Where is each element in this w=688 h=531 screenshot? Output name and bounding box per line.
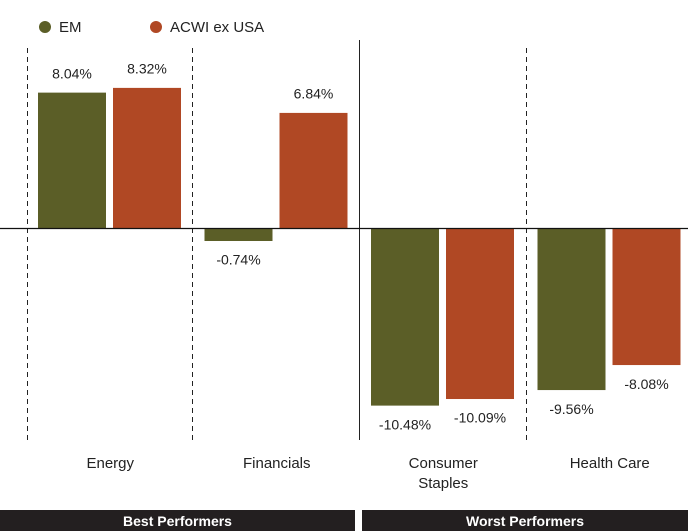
bar	[612, 228, 681, 366]
value-label: 8.32%	[127, 61, 167, 77]
bar	[279, 112, 348, 229]
legend-label: EM	[59, 19, 82, 36]
legend-marker	[150, 21, 162, 33]
value-label: 8.04%	[52, 65, 92, 81]
dividers	[27, 40, 527, 440]
group-label: Worst Performers	[362, 510, 688, 531]
bar	[537, 228, 606, 391]
value-label: -0.74%	[216, 252, 260, 268]
bar	[113, 87, 181, 229]
legend-label: ACWI ex USA	[170, 19, 264, 36]
bar	[446, 228, 514, 400]
bars	[38, 87, 681, 406]
value-label: -10.48%	[379, 416, 431, 432]
value-label: 6.84%	[294, 86, 334, 102]
x-tick-label: Health Care	[569, 455, 650, 472]
value-label: -8.08%	[624, 376, 668, 392]
value-label: -9.56%	[549, 401, 593, 417]
x-tick-label: Consumer Staples	[408, 455, 478, 492]
legend-marker	[39, 21, 51, 33]
bar	[204, 228, 273, 242]
group-label: Best Performers	[0, 510, 355, 531]
x-tick-label: Energy	[86, 455, 135, 472]
x-tick-label: Financials	[242, 455, 311, 472]
bar	[371, 228, 439, 406]
bar	[38, 92, 106, 229]
value-label: -10.09%	[454, 410, 506, 426]
